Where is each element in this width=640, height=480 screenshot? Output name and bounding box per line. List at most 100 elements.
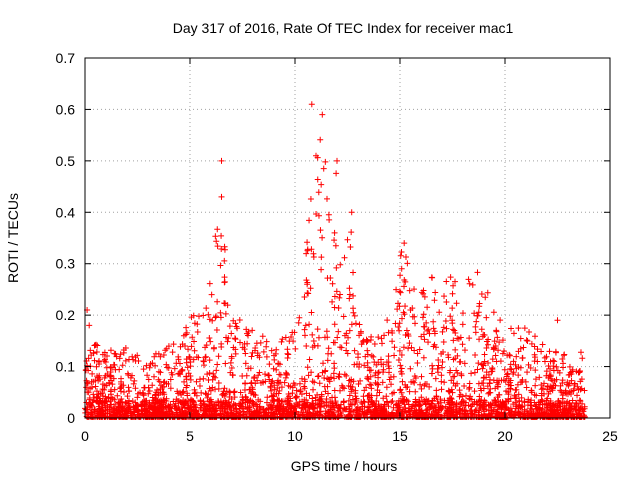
data-point xyxy=(107,364,114,371)
data-point xyxy=(345,397,352,404)
data-point xyxy=(443,298,450,305)
data-point xyxy=(230,317,237,324)
data-point xyxy=(364,347,371,354)
data-point xyxy=(165,343,172,350)
data-point xyxy=(511,392,518,399)
data-point xyxy=(553,402,560,409)
data-point xyxy=(271,410,278,417)
data-point xyxy=(215,380,222,387)
data-point xyxy=(202,353,209,360)
data-point xyxy=(333,170,340,177)
data-point xyxy=(346,291,353,298)
data-point xyxy=(348,229,355,236)
data-point xyxy=(335,305,342,312)
data-point xyxy=(496,391,503,398)
data-point xyxy=(184,390,191,397)
data-point xyxy=(487,401,494,408)
data-point xyxy=(272,406,279,413)
data-point xyxy=(430,318,437,325)
data-point xyxy=(498,406,505,413)
plot-frame xyxy=(84,57,611,419)
data-point xyxy=(203,391,210,398)
data-point xyxy=(554,398,561,405)
data-point xyxy=(549,387,556,394)
data-point xyxy=(306,217,313,224)
data-point xyxy=(441,413,448,420)
data-point xyxy=(149,394,156,401)
data-point xyxy=(364,351,371,358)
data-point xyxy=(422,401,429,408)
data-point xyxy=(108,364,115,371)
data-point xyxy=(232,336,239,343)
data-point xyxy=(405,345,412,352)
data-point xyxy=(289,390,296,397)
data-point xyxy=(494,383,501,390)
data-point xyxy=(201,401,208,408)
data-point xyxy=(352,411,359,418)
data-point xyxy=(524,369,531,376)
data-point xyxy=(167,376,174,383)
data-point xyxy=(251,391,258,398)
data-point xyxy=(332,339,339,346)
data-point xyxy=(369,401,376,408)
data-point xyxy=(348,401,355,408)
data-point xyxy=(334,157,340,164)
data-point xyxy=(224,302,231,309)
data-point xyxy=(532,382,539,389)
y-tick-label: 0.2 xyxy=(56,307,76,323)
data-point xyxy=(326,216,333,223)
data-point xyxy=(183,324,190,331)
data-point xyxy=(345,334,352,341)
data-point xyxy=(523,384,530,391)
data-point xyxy=(409,305,416,312)
data-point xyxy=(343,347,350,354)
data-point xyxy=(488,410,495,417)
data-point xyxy=(351,347,358,354)
data-point xyxy=(188,343,195,350)
data-point xyxy=(250,411,257,418)
data-point xyxy=(248,380,255,387)
data-point xyxy=(373,409,380,416)
data-point xyxy=(341,371,348,378)
data-point xyxy=(325,345,332,352)
data-point xyxy=(387,374,394,381)
data-point xyxy=(330,404,337,411)
data-point xyxy=(416,346,423,353)
data-point xyxy=(217,314,224,321)
data-point xyxy=(308,101,315,108)
data-point xyxy=(405,333,412,340)
data-point xyxy=(440,338,447,345)
data-point xyxy=(296,314,303,321)
data-point xyxy=(414,350,421,357)
data-point xyxy=(247,365,254,372)
data-point xyxy=(251,374,258,381)
data-point xyxy=(182,398,189,405)
data-point xyxy=(157,369,164,376)
data-point xyxy=(399,378,406,385)
data-point xyxy=(547,365,554,372)
data-point xyxy=(337,344,344,351)
data-point xyxy=(348,321,355,328)
data-point xyxy=(439,328,446,335)
data-point xyxy=(496,339,503,346)
data-point xyxy=(292,394,299,401)
data-point xyxy=(142,397,149,404)
data-point xyxy=(231,394,238,401)
data-point xyxy=(430,325,437,332)
data-point xyxy=(231,388,238,395)
data-point xyxy=(397,362,404,369)
data-point xyxy=(439,364,446,371)
data-point xyxy=(388,381,395,388)
data-point xyxy=(450,373,457,380)
data-point xyxy=(304,239,311,246)
data-point xyxy=(368,333,375,340)
data-point xyxy=(304,279,311,286)
data-point xyxy=(491,338,498,345)
data-point xyxy=(267,405,274,412)
data-point xyxy=(355,350,362,357)
data-point xyxy=(573,400,580,407)
data-point xyxy=(262,378,269,385)
data-point xyxy=(174,397,181,404)
data-point xyxy=(319,398,326,405)
data-point xyxy=(310,253,317,260)
